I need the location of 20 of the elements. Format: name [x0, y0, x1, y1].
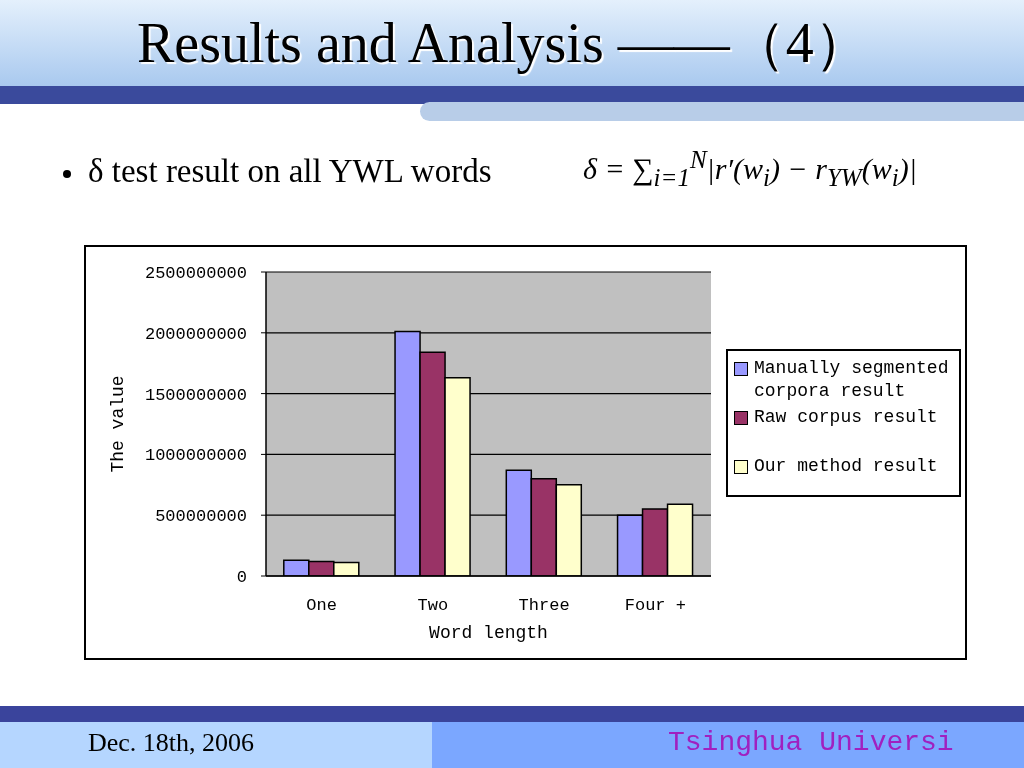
chart-subtitle: δ test result on all YWL words: [88, 153, 492, 190]
y-tick-label: 1500000000: [144, 385, 247, 405]
y-tick-label: 500000000: [155, 507, 247, 527]
x-axis-title: Word length: [429, 623, 548, 643]
text: δ = ∑$_{i=1}$$^{N}$|r′(w$_{i}$) − r$_{YW}$(w$_{i}$)|: [583, 146, 917, 191]
legend-label: Raw corpus result: [754, 406, 939, 429]
x-tick-label: Two: [417, 596, 449, 616]
y-axis-title: The value: [108, 375, 128, 473]
chart-title: Results and Analysis ——（4）: [137, 11, 870, 76]
y-tick-label: 2000000000: [144, 324, 247, 344]
text: Tsinghua Universi: [668, 727, 954, 758]
x-tick-label: One: [306, 596, 337, 616]
x-tick-label: Four +: [624, 596, 686, 616]
y-tick-label: 2500000000: [144, 264, 247, 284]
x-tick-label: Three: [518, 596, 570, 616]
text: Dec. 18th, 2006: [88, 728, 255, 758]
legend-label: Our method result: [754, 455, 939, 478]
y-tick-label: 0: [236, 568, 247, 588]
y-tick-label: 1000000000: [144, 446, 247, 466]
legend-label: Manually segmented corpora result: [754, 357, 950, 403]
